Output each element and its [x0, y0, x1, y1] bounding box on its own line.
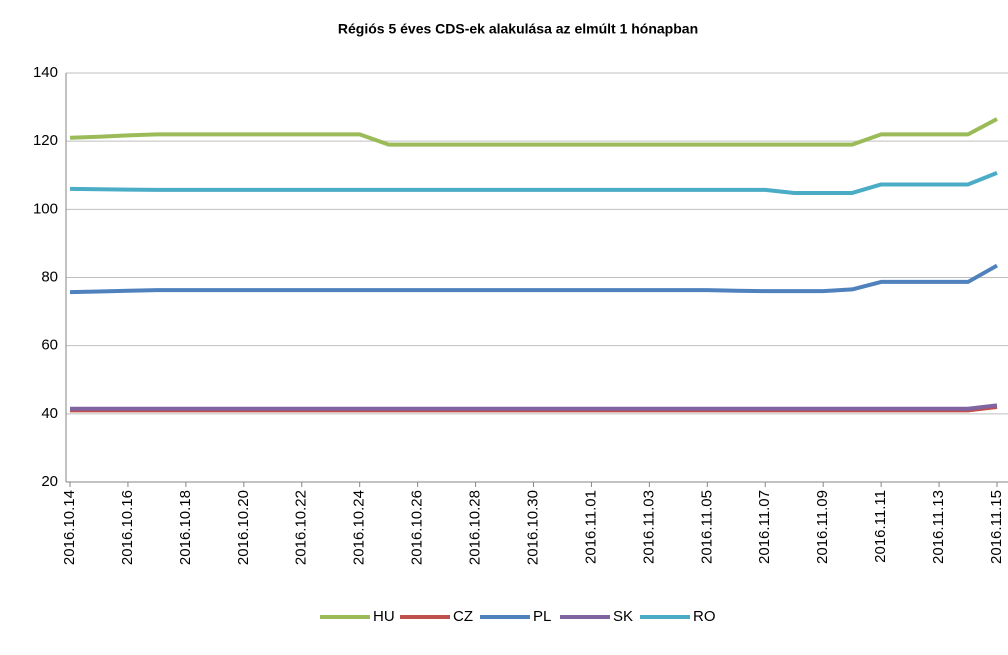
x-tick-label: 2016.10.30 [524, 490, 541, 565]
y-tick-label: 80 [41, 268, 58, 285]
x-tick-label: 2016.10.14 [61, 490, 78, 565]
x-tick-label: 2016.10.22 [293, 490, 310, 565]
x-tick-label: 2016.11.07 [756, 490, 773, 564]
line-series [69, 171, 998, 195]
chart-title: Régiós 5 éves CDS-ek alakulása az elmúlt… [338, 21, 698, 37]
x-tick-label: 2016.10.24 [351, 490, 368, 565]
y-tick-label: 100 [33, 200, 58, 217]
x-tick-label: 2016.10.20 [235, 490, 252, 565]
x-tick-label: 2016.11.15 [988, 490, 1005, 564]
x-tick-label: 2016.10.28 [467, 490, 484, 565]
y-tick-label: 120 [33, 132, 58, 149]
x-tick-label: 2016.10.16 [119, 490, 136, 565]
y-tick-label: 40 [41, 405, 58, 422]
x-tick-label: 2016.11.13 [930, 490, 947, 564]
legend-label: SK [613, 608, 633, 625]
legend-label: CZ [453, 608, 473, 625]
x-tick-label: 2016.10.26 [409, 490, 426, 565]
x-tick-label: 2016.11.11 [872, 490, 889, 563]
line-series [70, 403, 998, 411]
x-tick-label: 2016.11.09 [814, 490, 831, 564]
x-tick-label: 2016.10.18 [177, 490, 194, 565]
legend-label: HU [373, 608, 395, 625]
y-tick-label: 20 [41, 473, 58, 490]
line-series [69, 263, 998, 295]
y-tick-label: 60 [41, 337, 58, 354]
x-tick-label: 2016.11.01 [582, 490, 599, 564]
legend-label: PL [533, 608, 551, 625]
y-tick-label: 140 [33, 64, 58, 81]
line-series [69, 117, 998, 147]
x-tick-label: 2016.11.05 [698, 490, 715, 564]
legend-label: RO [693, 608, 716, 625]
x-tick-label: 2016.11.03 [640, 490, 657, 564]
